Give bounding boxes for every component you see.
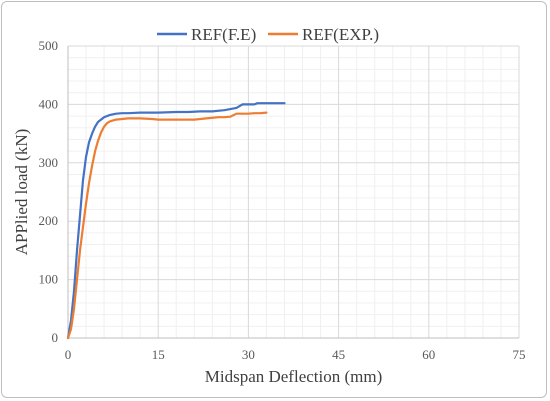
y-tick-label: 400 [39,96,59,111]
x-axis-title: Midspan Deflection (mm) [205,367,383,386]
y-tick-label: 200 [39,213,59,228]
y-tick-label: 500 [39,38,59,53]
x-tick-label: 30 [242,347,255,362]
y-axis-title: APPlied load (kN) [12,129,31,256]
series-line-2 [66,111,268,340]
x-tick-label: 0 [65,347,72,362]
minor-grid [68,46,519,338]
x-tick-label: 60 [422,347,435,362]
x-tick-label: 15 [152,347,165,362]
y-tick-label: 300 [39,155,59,170]
y-tick-label: 100 [39,272,59,287]
x-tick-label: 45 [332,347,345,362]
axes [67,46,519,339]
series-lines [66,102,286,340]
y-tick-label: 0 [52,330,59,345]
tick-labels: 0 15 30 45 60 75 0 100 200 300 400 500 [39,38,526,362]
legend-label-2: REF(EXP.) [302,25,379,44]
legend-label-1: REF(F.E) [191,25,256,44]
x-tick-label: 75 [513,347,526,362]
legend: REF(F.E) REF(EXP.) [157,25,379,44]
series-line-1 [66,102,286,340]
major-grid [68,45,520,338]
